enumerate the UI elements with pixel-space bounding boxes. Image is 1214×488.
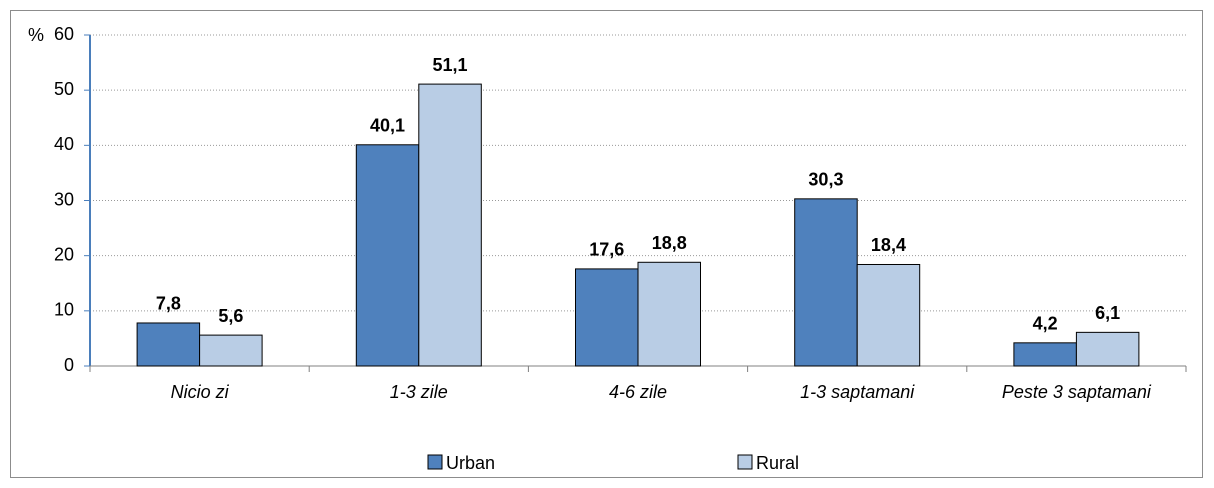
value-label: 30,3 (808, 170, 843, 190)
legend-label: Rural (756, 453, 799, 473)
bar (199, 334, 263, 367)
y-tick-label: 30 (54, 189, 74, 209)
x-tick-label: Peste 3 saptamani (1002, 382, 1152, 402)
legend-swatch (427, 454, 443, 470)
x-tick-label: 1-3 saptamani (800, 382, 915, 402)
y-tick-label: 10 (54, 300, 74, 320)
bar (794, 198, 858, 367)
bar (1075, 331, 1140, 367)
y-tick-label: 50 (54, 79, 74, 99)
y-tick-label: 60 (54, 24, 74, 44)
bar (637, 261, 701, 367)
x-tick-label: 4-6 zile (609, 382, 667, 402)
value-label: 17,6 (589, 240, 624, 260)
bar (575, 268, 639, 367)
legend-label: Urban (446, 453, 495, 473)
value-label: 40,1 (370, 116, 405, 136)
y-tick-label: 20 (54, 244, 74, 264)
bar (418, 83, 482, 367)
legend-swatch (737, 454, 753, 470)
value-label: 18,4 (871, 235, 906, 255)
bar (355, 144, 420, 367)
value-label: 7,8 (156, 294, 181, 314)
value-label: 51,1 (433, 55, 468, 75)
value-label: 6,1 (1095, 303, 1120, 323)
bar (856, 263, 921, 367)
y-tick-label: 0 (64, 355, 74, 375)
y-tick-label: 40 (54, 134, 74, 154)
value-label: 18,8 (652, 233, 687, 253)
x-tick-label: 1-3 zile (390, 382, 448, 402)
value-label: 5,6 (218, 306, 243, 326)
bar (1013, 342, 1077, 367)
y-axis-label: % (28, 25, 44, 45)
bar (136, 322, 201, 367)
chart-border (10, 10, 1203, 478)
value-label: 4,2 (1033, 314, 1058, 334)
x-tick-label: Nicio zi (171, 382, 230, 402)
